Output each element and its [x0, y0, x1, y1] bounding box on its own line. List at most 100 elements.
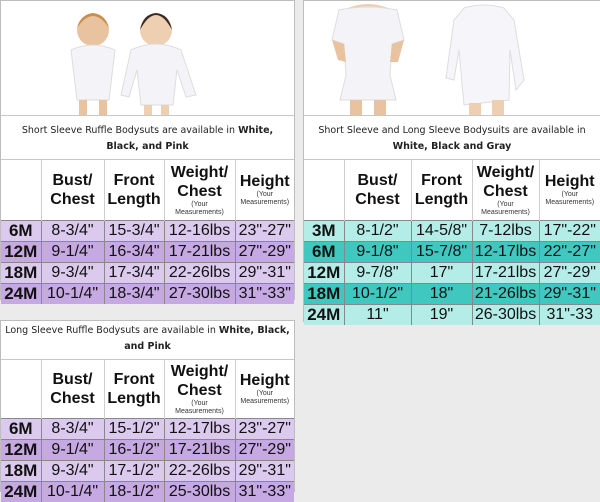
height-cell: 29"-31"	[539, 283, 600, 304]
size-header	[1, 160, 41, 220]
size-cell: 6M	[1, 418, 41, 439]
size-cell: 6M	[304, 241, 344, 262]
bust-cell: 9-1/8"	[344, 241, 411, 262]
size-cell: 3M	[304, 220, 344, 241]
size-cell: 24M	[1, 481, 41, 502]
header-text: Bust/	[42, 370, 104, 389]
header-text: Weight/	[473, 163, 539, 182]
header-text: Length	[105, 190, 164, 209]
length-cell: 17-1/2"	[104, 460, 164, 481]
height-cell: 23"-27"	[235, 220, 294, 241]
bust-cell: 9-3/4"	[41, 460, 104, 481]
header-note: Measurements)	[540, 199, 600, 207]
bust-cell: 9-7/8"	[344, 262, 411, 283]
header-note: (Your	[540, 191, 600, 199]
height-cell: 29"-31"	[235, 460, 294, 481]
height-cell: 17"-22"	[539, 220, 600, 241]
bodysuits-caption: Short Sleeve and Long Sleeve Bodysuits a…	[304, 116, 600, 160]
height-cell: 29"-31"	[235, 262, 294, 283]
size-cell: 24M	[304, 304, 344, 325]
size-cell: 18M	[1, 460, 41, 481]
bust-cell: 9-1/4"	[41, 439, 104, 460]
baby-photo-image	[304, 0, 600, 115]
weight-cell: 12-17lbs	[472, 241, 539, 262]
bust-cell: 10-1/2"	[344, 283, 411, 304]
header-text: Chest	[165, 182, 235, 201]
height-cell: 31"-33"	[235, 481, 294, 502]
length-cell: 17-3/4"	[104, 262, 164, 283]
bust-chest-header: Bust/Chest	[41, 360, 104, 418]
product-photo-bodysuit-babies	[304, 1, 600, 116]
bust-cell: 10-1/4"	[41, 481, 104, 502]
weight-cell: 17-21lbs	[164, 241, 235, 262]
height-cell: 23"-27"	[235, 418, 294, 439]
length-cell: 14-5/8"	[411, 220, 472, 241]
length-cell: 16-3/4"	[104, 241, 164, 262]
header-note: Measurements)	[165, 408, 235, 416]
header-note: Measurements)	[236, 398, 295, 406]
weight-cell: 12-16lbs	[164, 220, 235, 241]
weight-cell: 26-30lbs	[472, 304, 539, 325]
header-note: (Your	[165, 400, 235, 408]
weight-cell: 17-21lbs	[472, 262, 539, 283]
length-cell: 16-1/2"	[104, 439, 164, 460]
caption-colors: White, Black and Gray	[393, 141, 512, 152]
weight-cell: 25-30lbs	[164, 481, 235, 502]
size-cell: 18M	[304, 283, 344, 304]
length-cell: 17"	[411, 262, 472, 283]
header-text: Length	[105, 389, 164, 408]
size-cell: 12M	[304, 262, 344, 283]
bust-cell: 9-3/4"	[41, 262, 104, 283]
header-note: (Your	[236, 390, 295, 398]
header-text: Height	[236, 371, 295, 390]
header-text: Chest	[345, 190, 411, 209]
bodysuits-panel: Short Sleeve and Long Sleeve Bodysuits a…	[303, 0, 600, 322]
height-cell: 31"-33	[539, 304, 600, 325]
weight-cell: 7-12lbs	[472, 220, 539, 241]
header-text: Weight/	[165, 163, 235, 182]
header-note: Measurements)	[236, 199, 295, 207]
length-cell: 18"	[411, 283, 472, 304]
long-ruffle-caption: Long Sleeve Ruffle Bodysuts are availabl…	[1, 321, 294, 360]
header-text: Weight/	[165, 362, 235, 381]
height-cell: 31"-33"	[235, 283, 294, 304]
header-text: Chest	[42, 389, 104, 408]
bust-cell: 8-3/4"	[41, 418, 104, 439]
caption-text: Short Sleeve Ruffle Bodysuts are availab…	[22, 125, 238, 136]
header-text: Length	[412, 190, 472, 209]
product-photo-ruffle-babies	[1, 1, 294, 116]
length-cell: 18-1/2"	[104, 481, 164, 502]
bust-cell: 8-3/4"	[41, 220, 104, 241]
short-ruffle-caption: Short Sleeve Ruffle Bodysuts are availab…	[1, 116, 294, 160]
size-header	[304, 160, 344, 220]
length-cell: 18-3/4"	[104, 283, 164, 304]
weight-cell: 27-30lbs	[164, 283, 235, 304]
bust-cell: 11"	[344, 304, 411, 325]
caption-text: Short Sleeve and Long Sleeve Bodysuits a…	[318, 125, 585, 136]
bust-cell: 9-1/4"	[41, 241, 104, 262]
size-cell: 24M	[1, 283, 41, 304]
length-cell: 19"	[411, 304, 472, 325]
header-note: Measurements)	[473, 209, 539, 217]
weight-cell: 12-17lbs	[164, 418, 235, 439]
